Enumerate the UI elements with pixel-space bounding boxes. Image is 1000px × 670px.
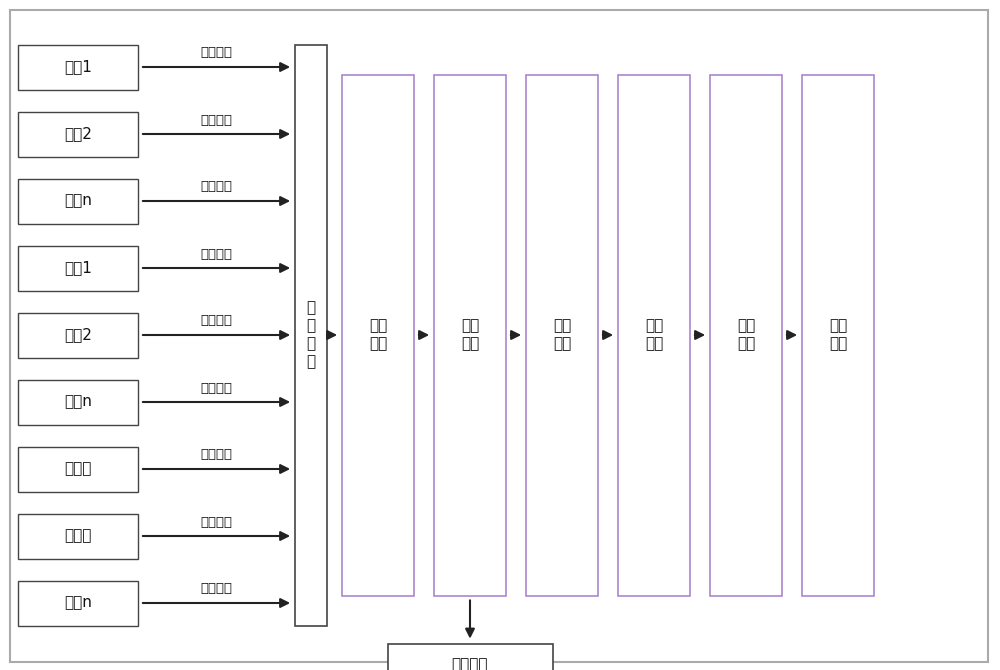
Text: 关联: 关联 — [461, 336, 479, 352]
Bar — [18, 245, 138, 291]
Bar — [434, 74, 506, 596]
Text: 雷込n: 雷込n — [64, 194, 92, 208]
Text: 原始量测: 原始量测 — [200, 180, 232, 194]
Text: 原始量测: 原始量测 — [200, 582, 232, 596]
Bar — [18, 312, 138, 358]
Text: 原始图像: 原始图像 — [200, 247, 232, 261]
Text: 融: 融 — [306, 301, 316, 316]
Text: 点航: 点航 — [461, 318, 479, 334]
Text: 原始图像: 原始图像 — [200, 314, 232, 328]
Text: 融合: 融合 — [553, 336, 571, 352]
Text: 心: 心 — [306, 354, 316, 369]
Bar — [18, 446, 138, 492]
Bar — [18, 44, 138, 90]
Text: 状态: 状态 — [553, 318, 571, 334]
Text: 原始量测: 原始量测 — [200, 46, 232, 60]
Bar — [710, 74, 782, 596]
Text: 航迹起始: 航迹起始 — [452, 657, 488, 670]
Text: 雷达1: 雷达1 — [64, 60, 92, 74]
Text: 评估: 评估 — [737, 336, 755, 352]
Bar — [18, 580, 138, 626]
Text: 原始图像: 原始图像 — [200, 381, 232, 395]
Bar — [18, 178, 138, 224]
Bar — [388, 643, 552, 670]
Text: 原始量测: 原始量测 — [200, 113, 232, 127]
Bar — [295, 44, 327, 626]
Text: 原始量测: 原始量测 — [200, 515, 232, 529]
Text: 光由n: 光由n — [64, 395, 92, 409]
Bar — [618, 74, 690, 596]
Text: 声震１: 声震１ — [64, 462, 92, 476]
Text: 评估: 评估 — [829, 336, 847, 352]
Text: 声震n: 声震n — [64, 596, 92, 610]
Text: 意图: 意图 — [829, 318, 847, 334]
Text: 威胁: 威胁 — [737, 318, 755, 334]
Text: 合: 合 — [306, 318, 316, 334]
Bar — [18, 379, 138, 425]
Bar — [526, 74, 598, 596]
Text: 雷达2: 雷达2 — [64, 127, 92, 141]
Bar — [18, 111, 138, 157]
Bar — [342, 74, 414, 596]
Bar — [18, 513, 138, 559]
Text: 光由2: 光由2 — [64, 328, 92, 342]
Text: 时空: 时空 — [369, 318, 387, 334]
Text: 声震２: 声震２ — [64, 529, 92, 543]
Text: 光由1: 光由1 — [64, 261, 92, 275]
Text: 综合: 综合 — [645, 318, 663, 334]
Text: 中: 中 — [306, 336, 316, 352]
Text: 原始量测: 原始量测 — [200, 448, 232, 462]
Text: 识别: 识别 — [645, 336, 663, 352]
Bar — [802, 74, 874, 596]
Text: 配准: 配准 — [369, 336, 387, 352]
